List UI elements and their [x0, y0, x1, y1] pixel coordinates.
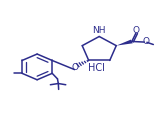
Polygon shape	[116, 40, 133, 46]
Text: O: O	[142, 37, 149, 46]
Text: O: O	[132, 26, 139, 35]
Text: O: O	[71, 63, 78, 72]
Text: NH: NH	[93, 27, 106, 35]
Text: HCl: HCl	[88, 63, 105, 73]
